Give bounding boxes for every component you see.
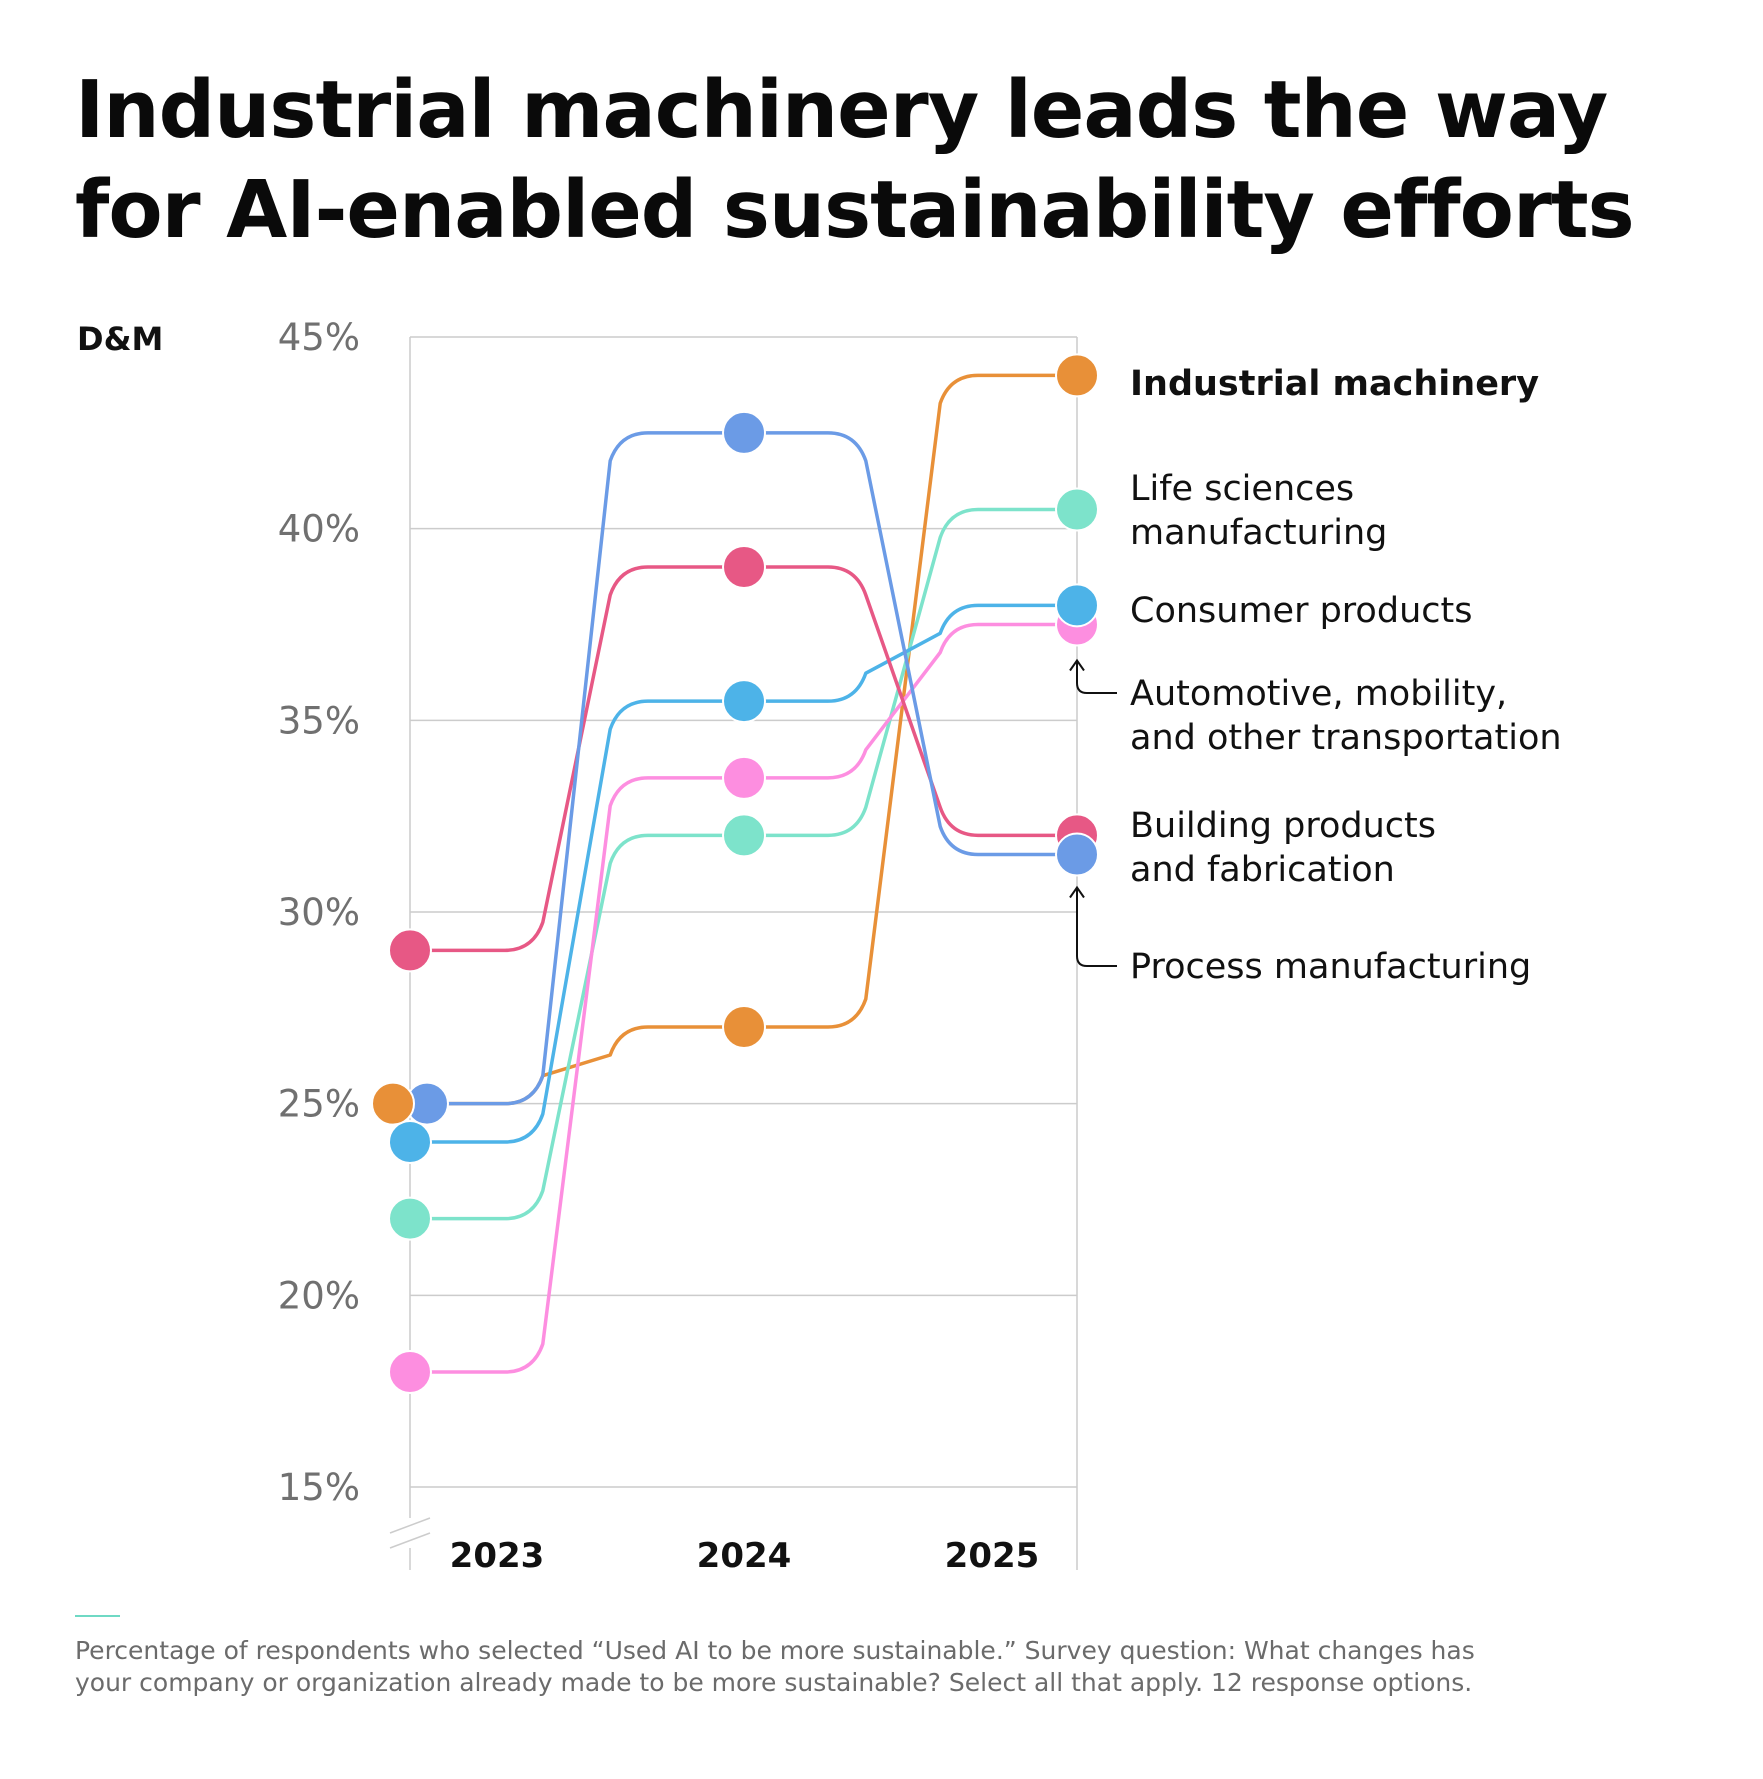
y-axis-ticks: 15% 20% 25% 30% 35% 40% 45% (278, 316, 360, 1509)
data-point (1055, 583, 1099, 628)
data-point (388, 928, 432, 973)
chart-title: Industrial machinery leads the way for A… (75, 60, 1715, 260)
series-markers (371, 353, 1099, 1394)
legend-label: Consumer products (1130, 591, 1472, 631)
series-lines (410, 373, 1077, 1374)
title-line-2: for AI-enabled sustainability efforts (75, 164, 1635, 256)
data-point (722, 410, 766, 455)
x-axis-ticks: 2023 2024 2025 (450, 1536, 1040, 1576)
footnote-line-1: Percentage of respondents who selected “… (75, 1636, 1475, 1665)
footnote-line-2: your company or organization already mad… (75, 1668, 1473, 1697)
chart: D&M 15% 20% 25% 30% 35% 40% 45% 2023 2024 2025 I… (77, 316, 1562, 1576)
y-tick-label: 15% (278, 1466, 360, 1509)
legend: Industrial machinery Life sciencesmanufac… (1130, 364, 1562, 987)
data-point (722, 755, 766, 800)
y-tick-label: 30% (278, 891, 360, 934)
data-point (722, 545, 766, 589)
legend-label: and fabrication (1130, 850, 1395, 890)
legend-label: and other transportation (1130, 718, 1562, 758)
grid (389, 336, 1078, 1570)
legend-label: Industrial machinery (1130, 364, 1539, 404)
legend-label: Life sciences (1130, 469, 1354, 509)
series-line (410, 373, 1077, 1106)
data-point (1055, 832, 1099, 877)
legend-label: manufacturing (1130, 513, 1387, 553)
data-point (388, 1196, 432, 1241)
data-point (722, 1005, 766, 1049)
data-point (371, 1081, 415, 1126)
axis-break-mark (389, 1517, 431, 1549)
legend-label: Building products (1130, 806, 1436, 846)
data-point (1055, 487, 1099, 532)
title-line-1: Industrial machinery leads the way (75, 64, 1608, 156)
footnote: Percentage of respondents who selected “… (75, 1635, 1635, 1699)
series-line (410, 622, 1077, 1374)
legend-connectors (1069, 658, 1117, 967)
data-point (388, 1350, 432, 1394)
y-tick-label: 35% (278, 699, 360, 742)
legend-label: Process manufacturing (1130, 947, 1531, 987)
data-point (722, 679, 766, 724)
y-tick-label: 20% (278, 1274, 360, 1317)
brand-label: D&M (77, 320, 163, 358)
x-tick-label: 2023 (450, 1536, 545, 1576)
y-tick-label: 40% (278, 508, 360, 551)
series-line (410, 507, 1077, 1221)
x-tick-label: 2024 (697, 1536, 792, 1576)
data-point (722, 813, 766, 858)
data-point (1055, 353, 1099, 398)
data-point (388, 1120, 432, 1164)
y-tick-label: 45% (278, 316, 360, 359)
x-tick-label: 2025 (945, 1536, 1040, 1576)
legend-connector-arrow (1069, 885, 1117, 967)
accent-rule (75, 1615, 120, 1617)
y-tick-label: 25% (278, 1083, 360, 1126)
legend-label: Automotive, mobility, (1130, 674, 1507, 714)
legend-connector-arrow (1069, 658, 1117, 694)
